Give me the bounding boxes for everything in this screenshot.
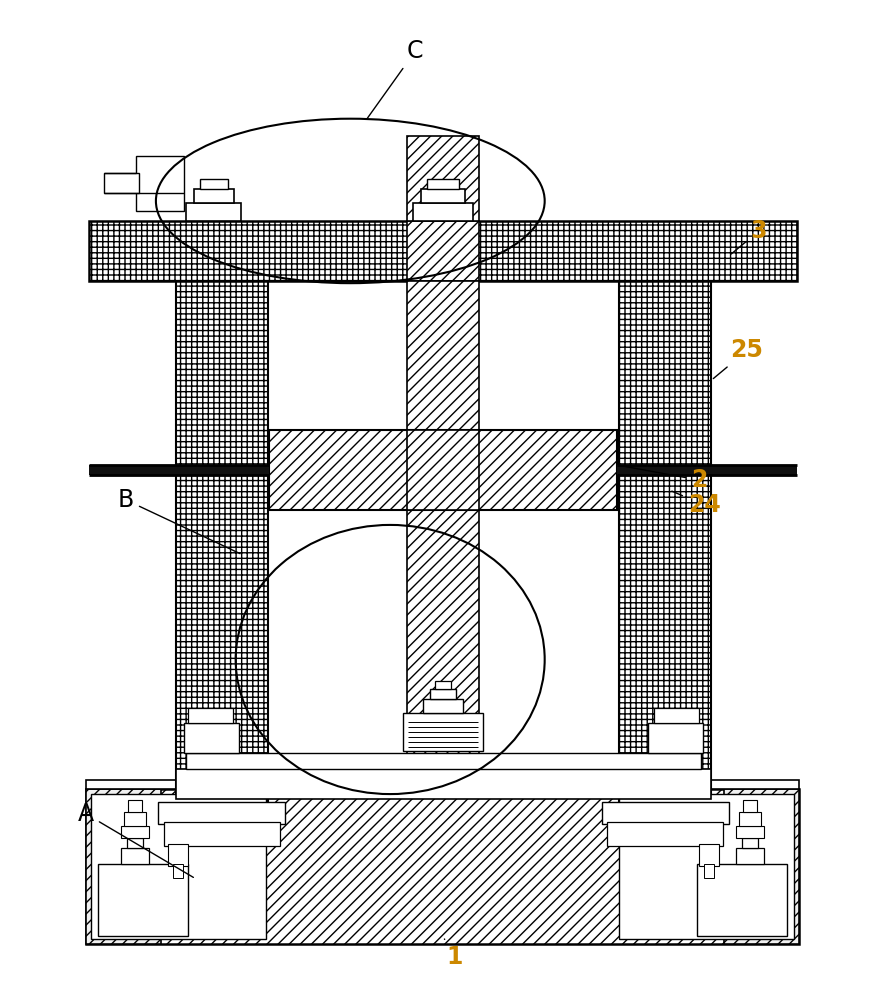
Text: 24: 24	[671, 491, 719, 517]
Bar	[421, 189, 464, 203]
Bar	[185, 203, 240, 221]
Bar	[607, 822, 722, 846]
Bar	[735, 826, 763, 838]
Bar	[173, 864, 183, 878]
Bar	[402, 713, 482, 751]
Bar	[199, 179, 228, 189]
Text: 1: 1	[444, 939, 462, 969]
Bar	[183, 723, 238, 753]
Bar	[413, 203, 472, 221]
Bar	[407, 136, 478, 221]
Bar	[185, 753, 701, 769]
Bar	[738, 812, 760, 826]
Bar	[120, 826, 149, 838]
Bar	[696, 864, 786, 936]
Bar	[124, 812, 146, 826]
Bar	[434, 681, 450, 689]
Text: A: A	[78, 802, 193, 877]
Bar	[268, 430, 617, 510]
Bar	[654, 708, 698, 723]
Bar	[648, 723, 703, 753]
Bar	[735, 848, 763, 864]
Bar	[175, 769, 711, 799]
Bar	[407, 221, 478, 281]
Bar	[407, 281, 478, 430]
Bar	[703, 864, 713, 878]
Bar	[86, 789, 798, 944]
Bar	[430, 689, 455, 699]
Text: C: C	[367, 39, 423, 119]
Text: B: B	[118, 488, 240, 554]
Bar	[742, 838, 758, 848]
Bar	[98, 864, 188, 936]
Bar	[188, 708, 232, 723]
Bar	[601, 802, 728, 824]
Bar	[407, 430, 478, 510]
Bar	[193, 189, 233, 203]
Bar	[175, 261, 268, 804]
Bar	[617, 465, 796, 475]
Bar	[128, 800, 142, 812]
Bar	[426, 179, 458, 189]
Bar	[120, 848, 149, 864]
Bar	[136, 156, 183, 211]
Bar	[407, 510, 478, 764]
Bar	[742, 800, 756, 812]
Bar	[89, 221, 796, 281]
Text: 3: 3	[730, 219, 766, 254]
Bar	[127, 838, 143, 848]
Bar	[158, 802, 285, 824]
Bar	[91, 794, 265, 939]
Bar	[167, 844, 188, 866]
Bar	[698, 844, 719, 866]
Bar	[86, 780, 798, 789]
Text: 2: 2	[619, 466, 707, 492]
Bar	[618, 794, 793, 939]
Bar	[89, 465, 268, 475]
Bar	[423, 699, 462, 713]
Bar	[86, 789, 160, 944]
Bar	[104, 173, 139, 193]
Bar	[723, 789, 798, 944]
Text: 25: 25	[712, 338, 763, 379]
Bar	[164, 822, 279, 846]
Bar	[618, 261, 711, 804]
